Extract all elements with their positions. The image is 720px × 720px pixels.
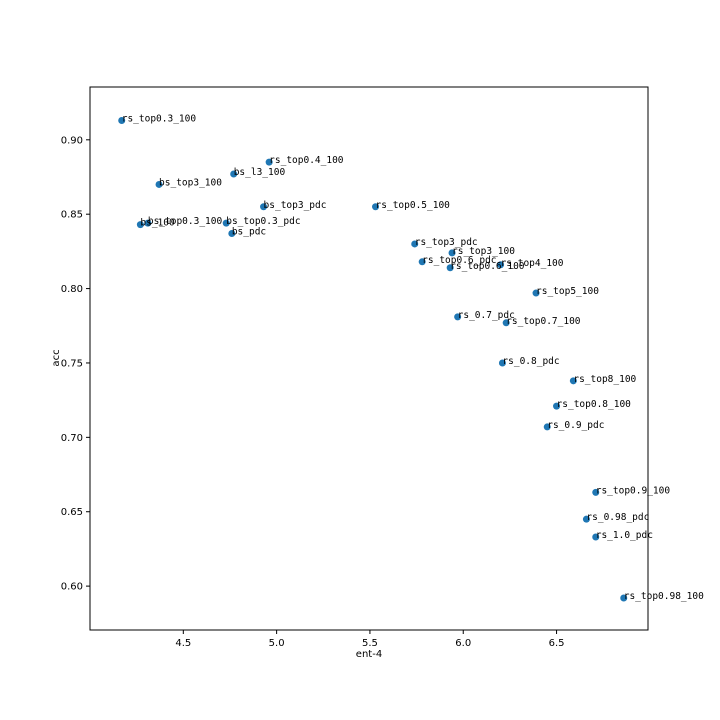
scatter-point (553, 402, 561, 410)
scatter-point (582, 515, 590, 523)
scatter-point (222, 219, 230, 227)
point-label: rs_top0.3_100 (122, 113, 197, 124)
x-tick-label: 6.5 (549, 638, 565, 649)
scatter-point (498, 359, 506, 367)
scatter-point (448, 249, 456, 257)
scatter-point (592, 488, 600, 496)
point-label: rs_top0.6_100 (450, 261, 525, 272)
point-label: rs_top0.7_100 (506, 316, 581, 327)
scatter-point (497, 261, 505, 269)
scatter-point (260, 203, 268, 211)
point-label: bs_l3_100 (234, 167, 286, 178)
scatter-point (454, 313, 462, 321)
y-tick-label: 0.85 (61, 210, 83, 221)
point-label: rs_0.8_pdc (502, 356, 559, 367)
y-tick-label: 0.80 (61, 284, 83, 295)
point-label: rs_top0.4_100 (269, 155, 344, 166)
scatter-point (620, 594, 628, 602)
point-label: rs_0.7_pdc (458, 310, 515, 321)
point-label: bs_top3_100 (159, 177, 222, 188)
scatter-point (532, 289, 540, 297)
scatter-point (265, 158, 273, 166)
point-label: bs_top0.3_100 (148, 216, 223, 227)
point-label: rs_1.0_pdc (596, 530, 653, 541)
scatter-point (155, 180, 163, 188)
scatter-point (118, 116, 126, 124)
point-label: rs_0.98_pdc (586, 512, 649, 523)
scatter-point (136, 221, 144, 229)
x-tick-label: 6.0 (455, 638, 471, 649)
point-label: rs_top0.9_100 (596, 485, 671, 496)
scatter-point (569, 377, 577, 385)
point-label: rs_0.9_pdc (547, 420, 604, 431)
x-tick-label: 5.0 (269, 638, 285, 649)
point-label: rs_top3_pdc (415, 237, 478, 248)
scatter-point (411, 240, 419, 248)
point-label: rs_top4_100 (501, 258, 564, 269)
y-tick-label: 0.75 (61, 358, 83, 369)
scatter-point (230, 170, 238, 178)
scatter-point (418, 258, 426, 266)
point-label: bs_pdc (232, 227, 266, 238)
scatter-point (144, 219, 152, 227)
point-label: rs_top8_100 (573, 374, 636, 385)
scatter-point (446, 264, 454, 272)
y-tick-label: 0.60 (61, 582, 83, 593)
scatter-point (502, 319, 510, 327)
x-axis-label: ent-4 (356, 649, 382, 660)
scatter-point (543, 423, 551, 431)
point-label: rs_top3_100 (452, 246, 515, 257)
point-label: bs_100 (140, 218, 175, 229)
point-label: rs_top0.98_100 (624, 591, 704, 602)
y-axis-label: acc (51, 349, 62, 366)
scatter-point (372, 203, 380, 211)
y-tick-label: 0.90 (61, 135, 83, 146)
scatter-point (592, 533, 600, 541)
x-tick-label: 4.5 (175, 638, 191, 649)
point-label: rs_top5_100 (536, 286, 599, 297)
points-layer (118, 116, 628, 602)
point-label: rs_top0.5_100 (376, 200, 451, 211)
point-label: bs_top3_pdc (264, 200, 327, 211)
point-label: rs_top0.8_100 (557, 399, 632, 410)
y-tick-label: 0.70 (61, 433, 83, 444)
y-tick-label: 0.65 (61, 507, 83, 518)
scatter-point (228, 230, 236, 238)
point-label: rs_top0.6_pdc (422, 255, 496, 266)
ticks-layer: 4.5 5.0 5.5 6.0 6.5 0.60 0.65 0.70 0.75 0.80 0.85 0… (61, 135, 565, 649)
point-label: bs_top0.3_pdc (226, 216, 300, 227)
x-tick-label: 5.5 (362, 638, 378, 649)
plot-frame (89, 86, 649, 631)
